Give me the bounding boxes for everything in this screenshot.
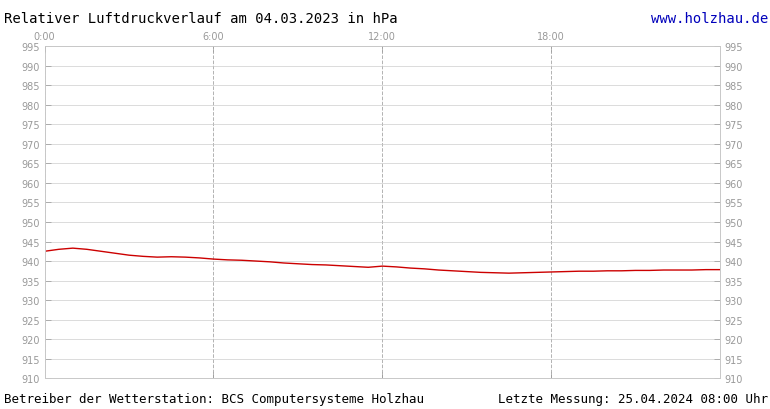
Text: www.holzhau.de: www.holzhau.de (651, 12, 768, 26)
Text: Betreiber der Wetterstation: BCS Computersysteme Holzhau: Betreiber der Wetterstation: BCS Compute… (4, 392, 424, 405)
Text: Relativer Luftdruckverlauf am 04.03.2023 in hPa: Relativer Luftdruckverlauf am 04.03.2023… (4, 12, 397, 26)
Text: Letzte Messung: 25.04.2024 08:00 Uhr: Letzte Messung: 25.04.2024 08:00 Uhr (498, 392, 768, 405)
